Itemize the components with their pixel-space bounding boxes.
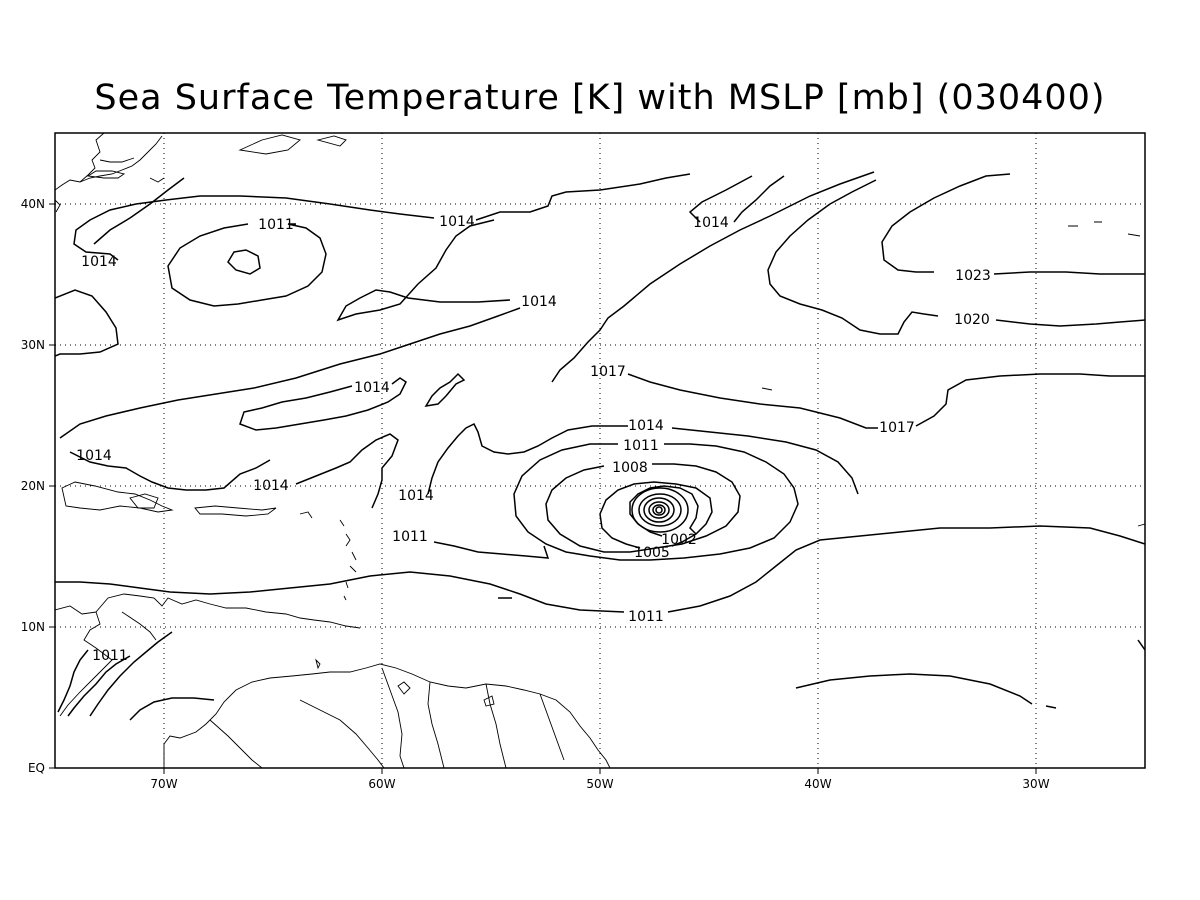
contour-label: 1008 [612, 460, 648, 476]
x-tick-label: 50W [586, 777, 613, 791]
x-tick-label: 30W [1022, 777, 1049, 791]
contour-label: 1014 [253, 478, 289, 494]
map-title: Sea Surface Temperature [K] with MSLP [m… [94, 78, 1106, 118]
contour-label: 1011 [258, 217, 294, 233]
contour-label: 1014 [521, 294, 557, 310]
contour-label: 1014 [439, 214, 475, 230]
x-axis-labels: 70W 60W 50W 40W 30W [150, 777, 1049, 791]
x-tick-label: 40W [804, 777, 831, 791]
x-tick-label: 60W [368, 777, 395, 791]
contour-label: 1011 [628, 609, 664, 625]
y-tick-label: 20N [21, 479, 45, 493]
contour-label: 1017 [879, 420, 915, 436]
contour-label: 1005 [634, 545, 670, 561]
mslp-contours [55, 171, 1145, 721]
contour-label: 1011 [92, 648, 128, 664]
contour-label: 1011 [392, 529, 428, 545]
contour-label: 1002 [661, 532, 697, 548]
contour-label: 1014 [81, 254, 117, 270]
gridlines [55, 133, 1145, 768]
contour-labels: 1011 1014 1014 1014 1014 1023 1020 1017 … [76, 214, 991, 664]
tick-marks [49, 203, 1037, 774]
x-tick-label: 70W [150, 777, 177, 791]
y-axis-labels: EQ 10N 20N 30N 40N [21, 197, 45, 775]
y-tick-label: 30N [21, 338, 45, 352]
contour-label: 1014 [76, 448, 112, 464]
contour-label: 1014 [354, 380, 390, 396]
contour-label: 1011 [623, 438, 659, 454]
y-tick-label: EQ [28, 761, 45, 775]
contour-label: 1017 [590, 364, 626, 380]
y-tick-label: 10N [21, 620, 45, 634]
contour-label: 1014 [693, 215, 729, 231]
contour-label: 1014 [628, 418, 664, 434]
contour-label: 1020 [954, 312, 990, 328]
contour-label: 1023 [955, 268, 991, 284]
contour-label: 1014 [398, 488, 434, 504]
coastlines [55, 133, 1145, 768]
y-tick-label: 40N [21, 197, 45, 211]
